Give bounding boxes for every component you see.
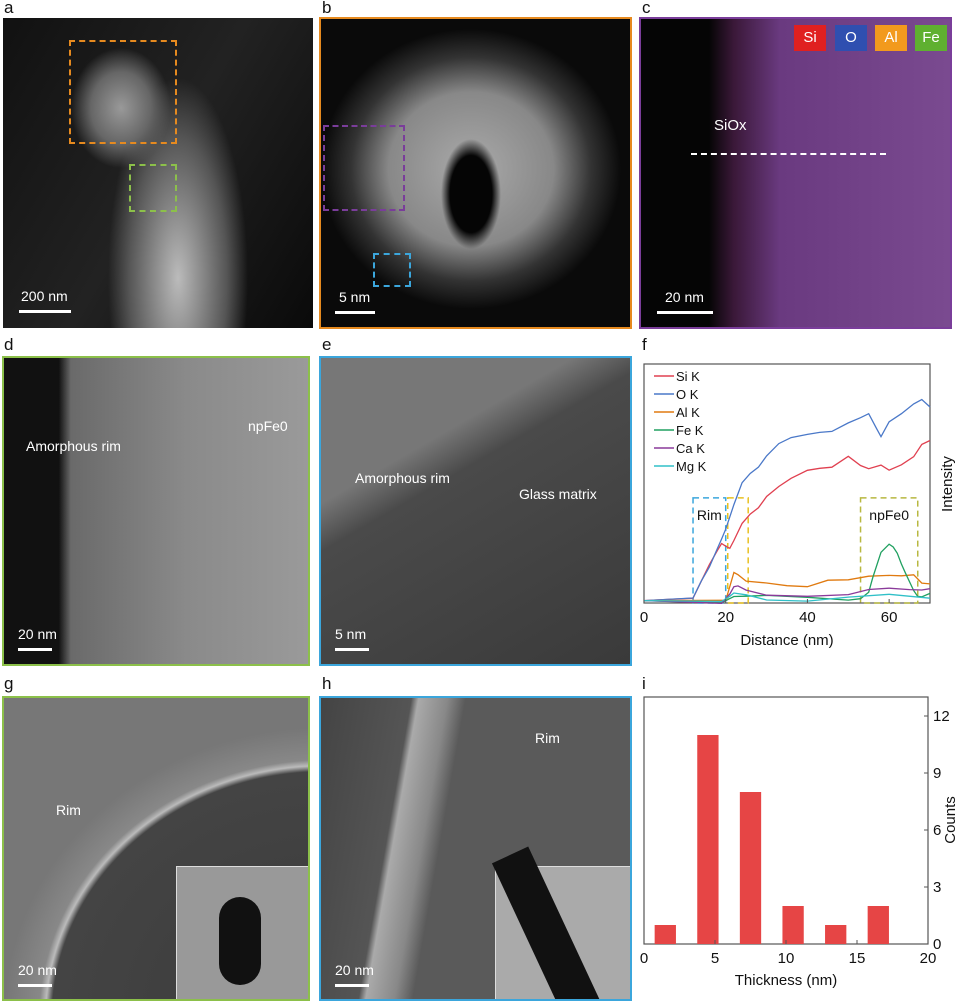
panel-c-eds-map: Si O Al Fe SiOx 20 nm (639, 17, 952, 329)
x-tick-label: 15 (849, 950, 866, 967)
histogram-bar (654, 925, 676, 944)
inset-overview-image (491, 846, 630, 999)
y-tick-label: 0 (933, 936, 941, 953)
scale-label: 5 nm (339, 289, 371, 305)
histogram-bar (782, 906, 804, 944)
histogram-bar (867, 906, 889, 944)
amorphous-rim-label: Amorphous rim (26, 438, 121, 454)
x-tick-label: 40 (799, 609, 816, 626)
y-tick-label: 6 (933, 822, 941, 839)
glass-matrix-label: Glass matrix (519, 486, 597, 502)
panel-d-image: Amorphous rim npFe0 20 nm (2, 356, 310, 666)
rim-label: Rim (535, 730, 560, 746)
panel-label-i: i (642, 674, 646, 693)
series-line-ca-k (643, 585, 931, 604)
panel-g-image: Rim 20 nm (2, 696, 310, 1001)
zoom-box-e (373, 253, 411, 287)
panel-a-image: 200 nm (3, 18, 313, 328)
x-axis-title: Distance (nm) (740, 632, 833, 649)
panel-label-a: a (4, 0, 14, 17)
scale-label: 200 nm (21, 288, 68, 304)
legend-o: O (835, 25, 867, 51)
legend-label: Al K (676, 405, 700, 420)
scale-bar (18, 648, 52, 651)
series-line-mg-k (643, 592, 931, 603)
y-tick-label: 3 (933, 879, 941, 896)
histogram-bar (697, 735, 719, 944)
histogram-bar (739, 792, 762, 944)
panel-label-c: c (642, 0, 651, 17)
scale-label: 20 nm (18, 626, 57, 642)
y-axis-title: Counts (942, 796, 959, 844)
plot-frame (643, 363, 931, 604)
annotation-label: Rim (697, 507, 722, 523)
line-scan-path (691, 153, 886, 155)
panel-b-image: 5 nm (319, 17, 632, 329)
scale-bar (335, 984, 369, 987)
annotation-box (727, 497, 749, 604)
scale-label: 5 nm (335, 626, 367, 642)
y-axis-title: Intensity (939, 456, 956, 512)
scale-bar (335, 648, 369, 651)
y-tick-label: 12 (933, 708, 950, 725)
scale-bar (18, 984, 52, 987)
panel-label-b: b (322, 0, 332, 17)
siox-label: SiOx (714, 117, 747, 134)
rim-label: Rim (56, 802, 81, 818)
inset-overview-image (176, 866, 308, 999)
panel-label-g: g (4, 674, 14, 693)
npfe-label: npFe0 (248, 418, 288, 434)
x-tick-label: 5 (711, 950, 719, 967)
legend-al: Al (875, 25, 907, 51)
annotation-label: npFe0 (869, 507, 909, 523)
legend-label: Fe K (676, 423, 704, 438)
panel-label-f: f (642, 335, 647, 354)
legend-label: Mg K (676, 459, 707, 474)
series-line-si-k (643, 439, 931, 602)
legend-fe: Fe (915, 25, 947, 51)
histogram-bar (825, 925, 847, 944)
legend-si: Si (794, 25, 826, 51)
x-tick-label: 20 (717, 609, 734, 626)
panel-e-image: Amorphous rim Glass matrix 5 nm (319, 356, 632, 666)
x-tick-label: 20 (920, 950, 937, 967)
panel-label-h: h (322, 674, 332, 693)
scale-label: 20 nm (18, 962, 57, 978)
scale-bar (335, 311, 375, 314)
legend-label: Si K (676, 369, 700, 384)
panel-label-e: e (322, 335, 332, 354)
scale-bar (657, 311, 713, 314)
panel-label-d: d (4, 335, 14, 354)
x-tick-label: 0 (640, 609, 648, 626)
legend-label: Ca K (676, 441, 705, 456)
scale-label: 20 nm (335, 962, 374, 978)
amorphous-rim-label: Amorphous rim (355, 470, 450, 486)
zoom-box-b (69, 40, 177, 144)
scale-label: 20 nm (665, 289, 704, 305)
series-line-al-k (643, 571, 931, 602)
x-tick-label: 10 (778, 950, 795, 967)
scale-bar (19, 310, 71, 313)
zoom-box-c (323, 125, 405, 211)
series-line-o-k (643, 398, 931, 602)
panel-h-image: Rim 20 nm (319, 696, 632, 1001)
series-line-fe-k (643, 543, 931, 604)
x-tick-label: 0 (640, 950, 648, 967)
x-tick-label: 60 (881, 609, 898, 626)
legend-label: O K (676, 387, 699, 402)
y-tick-label: 9 (933, 765, 941, 782)
line-profile-chart: Rim npFe0 Si K O K Al K Fe K Ca K Mg K 0 20 40 60 Di… (640, 363, 956, 649)
x-axis-title: Thickness (nm) (735, 972, 838, 989)
zoom-box-d (129, 164, 177, 212)
